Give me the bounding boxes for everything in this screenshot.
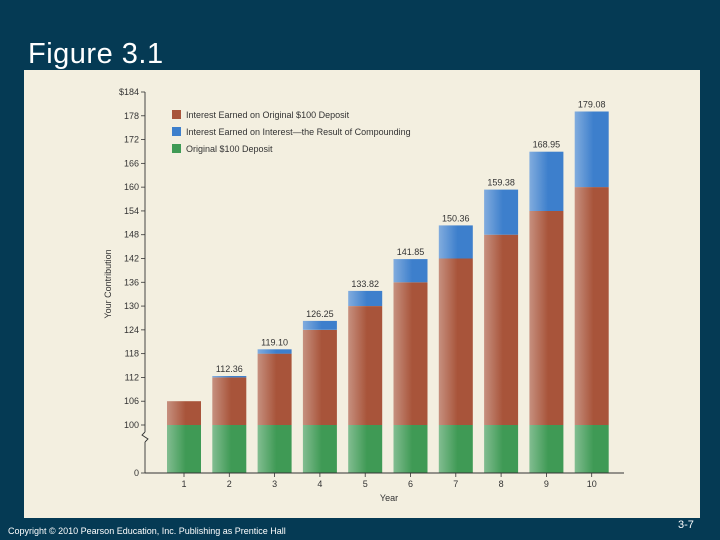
bar-segment-interest-on-original-year-2 [212, 377, 247, 425]
y-tick-label: 130 [124, 301, 139, 311]
bar-segment-original-deposit-year-5 [348, 425, 383, 473]
x-tick-label-3: 3 [272, 479, 277, 489]
y-tick-label: 154 [124, 206, 139, 216]
bar-segment-interest-on-interest-year-2 [212, 376, 247, 378]
bar-segment-interest-on-interest-year-3 [257, 349, 292, 354]
y-tick-label: 160 [124, 182, 139, 192]
copyright-notice: Copyright © 2010 Pearson Education, Inc.… [8, 526, 286, 536]
total-label-year-2: 112.36 [216, 364, 243, 374]
bar-segment-interest-on-original-year-5 [348, 306, 383, 425]
bar-segment-interest-on-interest-year-5 [348, 290, 383, 306]
x-tick-label-6: 6 [408, 479, 413, 489]
bar-segment-original-deposit-year-9 [529, 425, 564, 473]
total-label-year-3: 119.10 [261, 337, 288, 347]
legend-label: Interest Earned on Original $100 Deposit [186, 110, 350, 120]
x-tick-label-4: 4 [317, 479, 322, 489]
x-tick-label-5: 5 [363, 479, 368, 489]
total-label-year-5: 133.82 [351, 279, 379, 289]
x-tick-label-8: 8 [499, 479, 504, 489]
bar-segment-original-deposit-year-6 [393, 425, 428, 473]
bar-segment-interest-on-original-year-3 [257, 353, 292, 425]
bar-segment-interest-on-original-year-6 [393, 282, 428, 425]
x-tick-label-10: 10 [587, 479, 597, 489]
total-label-year-4: 126.25 [306, 309, 334, 319]
bar-segment-original-deposit-year-1 [167, 425, 201, 473]
x-tick-label-7: 7 [453, 479, 458, 489]
total-label-year-8: 159.38 [487, 178, 515, 188]
y-tick-label: 100 [124, 420, 139, 430]
y-tick-label: 136 [124, 277, 139, 287]
bar-segment-interest-on-original-year-7 [438, 258, 473, 425]
y-tick-label: 118 [125, 349, 139, 359]
slide-title: Figure 3.1 [28, 38, 164, 70]
bar-segment-original-deposit-year-3 [257, 425, 292, 473]
bar-segment-interest-on-interest-year-4 [302, 320, 337, 330]
bar-segment-original-deposit-year-8 [484, 425, 519, 473]
y-tick-label: 124 [124, 325, 139, 335]
y-tick-label: 178 [124, 111, 139, 121]
axis-layer: 1 2 3 4 5 6 7 8 9 1001001061121181241301361421481… [103, 87, 624, 503]
y-tick-label: 112 [125, 372, 139, 382]
bar-segment-interest-on-interest-year-8 [484, 189, 519, 235]
bars-layer [167, 111, 609, 473]
y-axis-title: Your Contribution [103, 249, 113, 318]
x-tick-label-1: 1 [181, 479, 186, 489]
legend-label: Original $100 Deposit [186, 144, 273, 154]
x-tick-label-9: 9 [544, 479, 549, 489]
total-label-year-6: 141.85 [397, 247, 425, 257]
labels-layer: 112.36 119.10 126.25 133.82 141.85 150.36 159.… [216, 100, 606, 375]
bar-segment-interest-on-original-year-8 [484, 234, 519, 425]
bar-segment-original-deposit-year-2 [212, 425, 247, 473]
legend-swatch [172, 110, 181, 119]
y-tick-label: 166 [124, 158, 139, 168]
bar-segment-interest-on-original-year-10 [574, 187, 609, 425]
y-tick-label: 172 [124, 135, 139, 145]
x-tick-label-2: 2 [227, 479, 232, 489]
y-tick-label: 148 [124, 230, 139, 240]
y-tick-label: 106 [124, 396, 139, 406]
stacked-bar-chart: 1 2 3 4 5 6 7 8 9 1001001061121181241301361421481… [103, 87, 624, 503]
y-tick-label: $184 [119, 87, 139, 97]
legend-label: Interest Earned on Interest—the Result o… [186, 127, 411, 137]
bar-segment-interest-on-interest-year-7 [438, 225, 473, 259]
bar-segment-interest-on-original-year-1 [167, 401, 201, 425]
axis-break-mark [141, 431, 149, 443]
y-tick-label: 142 [124, 254, 139, 264]
legend-swatch [172, 144, 181, 153]
bar-segment-original-deposit-year-7 [438, 425, 473, 473]
bar-segment-interest-on-interest-year-9 [529, 151, 564, 211]
bar-segment-interest-on-interest-year-10 [574, 111, 609, 188]
total-label-year-7: 150.36 [442, 213, 470, 223]
x-axis-title: Year [380, 493, 398, 503]
bar-segment-original-deposit-year-4 [302, 425, 337, 473]
bar-segment-interest-on-interest-year-6 [393, 259, 428, 283]
legend: Interest Earned on Original $100 Deposit… [172, 110, 411, 154]
page-number: 3-7 [678, 519, 694, 531]
bar-segment-interest-on-original-year-9 [529, 210, 564, 425]
figure-panel: 1 2 3 4 5 6 7 8 9 10 0 100 106 112 118 124 130 136 142 148 1… [24, 70, 700, 518]
total-label-year-10: 179.08 [578, 100, 606, 110]
total-label-year-9: 168.95 [533, 140, 561, 150]
bar-segment-interest-on-original-year-4 [302, 329, 337, 425]
legend-swatch [172, 127, 181, 136]
bar-segment-original-deposit-year-10 [574, 425, 609, 473]
y-tick-label: 0 [134, 468, 139, 478]
